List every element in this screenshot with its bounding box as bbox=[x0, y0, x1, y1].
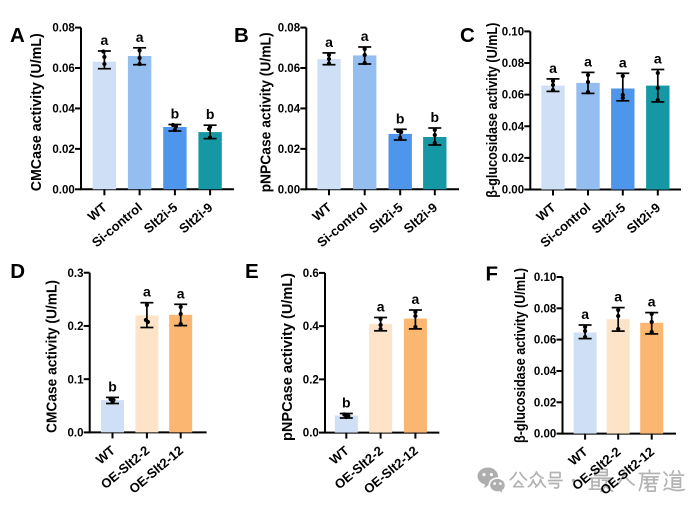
svg-text:a: a bbox=[361, 28, 369, 44]
svg-text:0.02: 0.02 bbox=[502, 153, 524, 165]
svg-text:0.02: 0.02 bbox=[278, 144, 300, 156]
svg-text:a: a bbox=[648, 294, 656, 310]
svg-text:CMCase activity (U/mL): CMCase activity (U/mL) bbox=[44, 280, 61, 433]
svg-text:0.08: 0.08 bbox=[534, 303, 557, 315]
svg-text:C: C bbox=[460, 24, 475, 47]
svg-text:0.00: 0.00 bbox=[534, 429, 556, 441]
svg-text:a: a bbox=[177, 285, 185, 301]
svg-text:a: a bbox=[584, 53, 592, 69]
svg-text:0.04: 0.04 bbox=[52, 104, 75, 116]
svg-text:b: b bbox=[431, 109, 440, 125]
svg-text:a: a bbox=[619, 54, 627, 70]
svg-text:0.02: 0.02 bbox=[52, 144, 74, 156]
svg-text:b: b bbox=[171, 106, 180, 122]
svg-text:a: a bbox=[101, 32, 109, 48]
svg-text:0.06: 0.06 bbox=[52, 63, 74, 75]
svg-text:0.00: 0.00 bbox=[502, 185, 524, 197]
svg-text:0.06: 0.06 bbox=[534, 335, 556, 347]
svg-text:0.04: 0.04 bbox=[534, 366, 557, 378]
svg-text:CMCase activity (U/mL): CMCase activity (U/mL) bbox=[28, 33, 45, 191]
svg-text:0.3: 0.3 bbox=[68, 268, 84, 280]
svg-text:a: a bbox=[549, 60, 557, 76]
svg-text:a: a bbox=[325, 34, 333, 50]
svg-text:pNPCase activity (U/mL): pNPCase activity (U/mL) bbox=[279, 273, 296, 441]
svg-text:b: b bbox=[108, 378, 117, 394]
svg-text:0.06: 0.06 bbox=[502, 90, 524, 102]
svg-text:0.04: 0.04 bbox=[502, 121, 525, 133]
svg-text:β-glucosidase activity (U/mL): β-glucosidase activity (U/mL) bbox=[484, 23, 501, 198]
svg-text:0.4: 0.4 bbox=[303, 321, 320, 333]
svg-text:a: a bbox=[136, 29, 144, 45]
svg-text:b: b bbox=[206, 106, 215, 122]
svg-text:a: a bbox=[581, 306, 589, 322]
svg-text:a: a bbox=[377, 299, 385, 315]
svg-text:a: a bbox=[654, 51, 662, 67]
svg-text:0.08: 0.08 bbox=[278, 23, 301, 35]
svg-text:B: B bbox=[234, 24, 249, 47]
svg-text:E: E bbox=[245, 260, 259, 283]
svg-text:0.0: 0.0 bbox=[303, 428, 319, 440]
svg-text:A: A bbox=[10, 24, 25, 47]
svg-text:0.02: 0.02 bbox=[534, 397, 556, 409]
svg-text:a: a bbox=[143, 284, 151, 300]
svg-text:b: b bbox=[342, 395, 351, 411]
svg-text:0.0: 0.0 bbox=[68, 428, 84, 440]
svg-text:0.00: 0.00 bbox=[52, 184, 74, 196]
svg-text:a: a bbox=[614, 289, 622, 305]
svg-text:0.2: 0.2 bbox=[303, 374, 319, 386]
svg-text:a: a bbox=[412, 291, 420, 307]
svg-text:0.1: 0.1 bbox=[68, 374, 85, 386]
svg-text:0.08: 0.08 bbox=[52, 23, 75, 35]
svg-text:0.08: 0.08 bbox=[502, 58, 525, 70]
svg-text:pNPCase activity (U/mL): pNPCase activity (U/mL) bbox=[258, 32, 275, 192]
svg-text:b: b bbox=[396, 110, 405, 126]
svg-text:0.2: 0.2 bbox=[68, 321, 84, 333]
svg-text:0.06: 0.06 bbox=[278, 63, 300, 75]
svg-text:0.10: 0.10 bbox=[534, 272, 556, 284]
svg-text:F: F bbox=[486, 262, 499, 285]
svg-text:D: D bbox=[10, 260, 25, 283]
svg-text:β-glucosidase activity (U/mL): β-glucosidase activity (U/mL) bbox=[512, 268, 529, 443]
svg-text:0.00: 0.00 bbox=[278, 184, 300, 196]
svg-text:0.10: 0.10 bbox=[502, 27, 524, 39]
svg-text:0.6: 0.6 bbox=[303, 268, 319, 280]
svg-text:0.04: 0.04 bbox=[278, 104, 301, 116]
